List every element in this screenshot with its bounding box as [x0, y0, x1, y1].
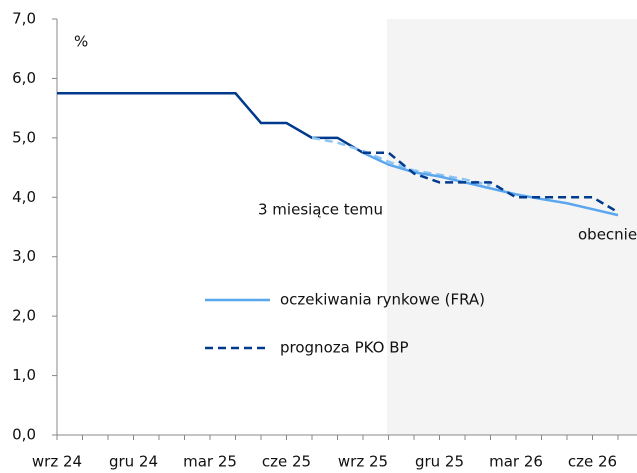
forecast-shade [387, 19, 637, 435]
x-tick-label: cze 25 [262, 453, 311, 471]
y-tick-label: 3,0 [12, 247, 36, 265]
y-tick-label: 2,0 [12, 307, 36, 325]
legend-label: oczekiwania rynkowe (FRA) [280, 291, 485, 309]
x-tick-label: mar 26 [489, 453, 543, 471]
x-tick-label: gru 24 [109, 453, 158, 471]
y-tick-label: 7,0 [12, 10, 36, 28]
annotation: obecnie [578, 226, 637, 244]
annotation: 3 miesiące temu [258, 201, 383, 219]
y-tick-label: 4,0 [12, 188, 36, 206]
series-line [57, 92, 364, 154]
x-tick-label: wrz 25 [338, 453, 388, 471]
x-tick-label: wrz 24 [32, 453, 82, 471]
series-line [311, 136, 491, 187]
y-tick-label: 6,0 [12, 69, 36, 87]
y-tick-label: 1,0 [12, 366, 36, 384]
series-line [363, 151, 619, 214]
x-tick-label: cze 26 [568, 453, 617, 471]
x-tick-label: mar 25 [183, 453, 237, 471]
x-tick-label: gru 25 [415, 453, 464, 471]
y-tick-label: 0,0 [12, 426, 36, 444]
y-tick-label: 5,0 [12, 128, 36, 146]
y-unit: % [74, 33, 88, 51]
legend-label: prognoza PKO BP [280, 339, 409, 357]
series-line [362, 151, 619, 217]
